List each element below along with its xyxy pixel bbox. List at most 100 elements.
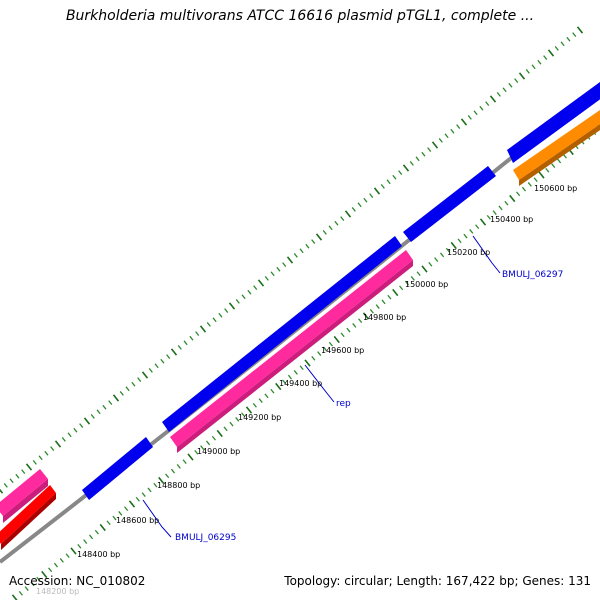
outer-ring-tick bbox=[380, 184, 385, 189]
outer-ring-tick bbox=[141, 371, 149, 379]
inner-ring-tick bbox=[270, 388, 275, 394]
outer-ring-tick bbox=[328, 225, 333, 231]
outer-ring-tick bbox=[79, 423, 84, 428]
inner-ring-tick bbox=[194, 449, 199, 455]
outer-ring-tick bbox=[177, 345, 182, 350]
gene-rep-edge bbox=[177, 260, 413, 453]
outer-ring-tick bbox=[444, 133, 449, 139]
outer-ring-tick bbox=[560, 41, 565, 47]
outer-ring-tick bbox=[502, 87, 507, 93]
inner-ring-tick bbox=[463, 233, 468, 239]
inner-ring-tick bbox=[135, 496, 140, 502]
outer-ring-tick bbox=[293, 253, 298, 258]
tick-label: 150200 bp bbox=[447, 248, 490, 257]
gene-pink-left[interactable] bbox=[0, 469, 48, 516]
outer-ring-tick bbox=[467, 115, 472, 120]
outer-ring-tick bbox=[67, 432, 72, 438]
gene-blue-large[interactable] bbox=[162, 236, 402, 432]
inner-ring-tick bbox=[293, 370, 298, 375]
outer-ring-tick bbox=[15, 473, 20, 479]
inner-ring-tick bbox=[147, 487, 152, 493]
inner-ring-tick bbox=[457, 238, 462, 244]
inner-ring-tick bbox=[340, 332, 345, 338]
outer-ring-tick bbox=[50, 446, 55, 451]
outer-ring-tick bbox=[247, 289, 252, 295]
outer-ring-tick bbox=[286, 256, 294, 264]
inner-ring-tick bbox=[141, 492, 146, 497]
label-bmulj-06297[interactable]: BMULJ_06297 bbox=[502, 270, 563, 280]
label-bmulj-06295[interactable]: BMULJ_06295 bbox=[175, 533, 236, 543]
inner-ring-tick bbox=[18, 590, 23, 596]
inner-ring-tick bbox=[404, 280, 410, 286]
inner-ring-tick bbox=[521, 186, 527, 192]
outer-ring-tick bbox=[547, 49, 555, 57]
outer-ring-tick bbox=[531, 64, 536, 70]
label-rep[interactable]: rep bbox=[336, 399, 351, 409]
inner-ring-tick bbox=[187, 453, 194, 461]
outer-ring-tick bbox=[305, 243, 310, 249]
outer-ring-tick bbox=[315, 233, 323, 241]
outer-ring-tick bbox=[21, 469, 26, 474]
inner-ring-tick bbox=[275, 382, 282, 391]
outer-ring-tick bbox=[357, 202, 362, 208]
gene-bmulj-06297[interactable] bbox=[403, 166, 496, 242]
inner-ring-tick bbox=[106, 520, 111, 526]
inner-ring-tick bbox=[24, 586, 29, 591]
outer-ring-tick bbox=[212, 317, 217, 323]
outer-ring-tick bbox=[270, 271, 275, 277]
outer-ring-tick bbox=[160, 358, 165, 364]
inner-ring-tick bbox=[229, 421, 234, 427]
inner-ring-tick bbox=[475, 224, 480, 230]
tick-label: 149800 bp bbox=[363, 313, 406, 322]
map-title: Burkholderia multivorans ATCC 16616 plas… bbox=[65, 8, 535, 24]
inner-ring-tick bbox=[53, 562, 59, 568]
outer-ring-tick bbox=[235, 299, 240, 304]
outer-ring-tick bbox=[73, 427, 78, 433]
inner-ring-tick bbox=[486, 214, 491, 220]
gene-blue-right[interactable] bbox=[507, 82, 600, 163]
inner-ring-tick bbox=[399, 285, 404, 291]
accession-text: Accession: NC_010802 bbox=[9, 574, 146, 588]
inner-ring-tick bbox=[41, 570, 48, 579]
inner-tick-ring bbox=[11, 124, 600, 600]
inner-ring-tick bbox=[287, 374, 293, 380]
gene-pink-left-edge bbox=[3, 479, 48, 523]
inner-ring-tick bbox=[428, 261, 433, 267]
inner-ring-tick bbox=[235, 417, 240, 422]
outer-ring-tick bbox=[576, 26, 584, 34]
outer-ring-tick bbox=[61, 437, 66, 442]
inner-ring-tick bbox=[545, 167, 550, 173]
outer-ring-tick bbox=[119, 391, 124, 396]
outer-ring-tick bbox=[257, 279, 265, 287]
outer-ring-tick bbox=[402, 164, 410, 172]
inner-ring-tick bbox=[182, 459, 187, 465]
outer-ring-tick bbox=[427, 147, 432, 152]
callout-bmulj-06295 bbox=[142, 499, 172, 538]
gene-rep[interactable] bbox=[170, 250, 413, 447]
outer-ring-tick bbox=[108, 400, 113, 405]
inner-ring-tick bbox=[128, 500, 136, 508]
gene-red-left[interactable] bbox=[0, 485, 56, 544]
inner-ring-tick bbox=[70, 547, 77, 555]
inner-ring-tick bbox=[346, 327, 351, 333]
outer-ring-tick bbox=[299, 248, 304, 254]
outer-ring-tick bbox=[363, 197, 368, 203]
tick-label: 148200 bp bbox=[36, 587, 79, 596]
outer-ring-tick bbox=[322, 230, 327, 235]
outer-ring-tick bbox=[0, 488, 4, 494]
outer-ring-tick bbox=[525, 69, 530, 74]
outer-ring-tick bbox=[253, 285, 258, 290]
outer-ring-tick bbox=[264, 276, 269, 281]
outer-ring-tick bbox=[9, 478, 14, 484]
inner-ring-tick bbox=[223, 426, 228, 432]
inner-ring-tick bbox=[48, 567, 53, 573]
gene-orange[interactable] bbox=[513, 110, 600, 180]
gene-bmulj-06295[interactable] bbox=[82, 437, 153, 500]
inner-ring-tick bbox=[11, 594, 18, 600]
inner-ring-tick bbox=[170, 468, 176, 474]
inner-ring-tick bbox=[245, 406, 253, 414]
outer-ring-tick bbox=[508, 82, 513, 88]
outer-tick-ring bbox=[0, 26, 584, 494]
inner-ring-tick bbox=[211, 435, 216, 441]
